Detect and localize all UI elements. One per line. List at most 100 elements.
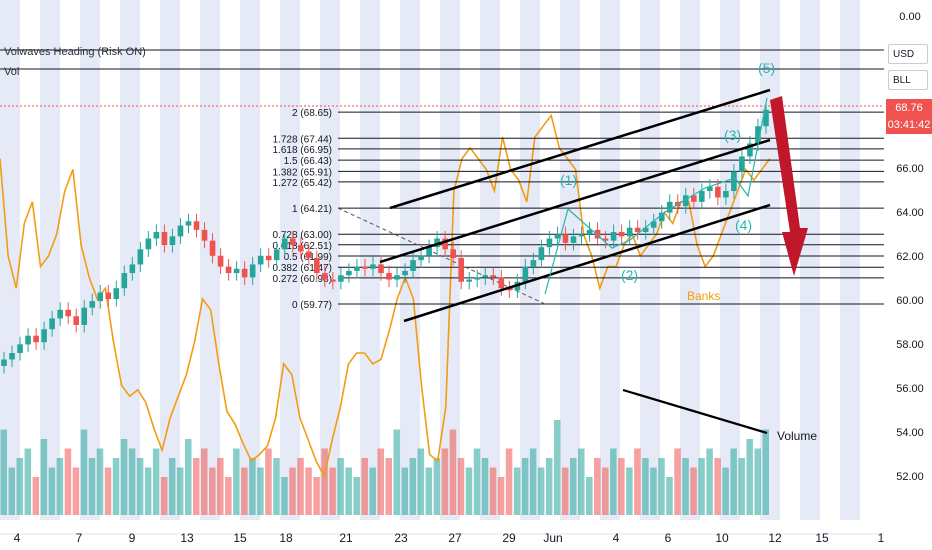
volume-bar bbox=[353, 477, 360, 515]
time-axis-tick: 10 bbox=[715, 531, 729, 545]
time-axis-tick: 4 bbox=[14, 531, 21, 545]
session-band bbox=[160, 0, 180, 520]
volume-bar bbox=[72, 467, 80, 515]
time-axis-tick: 15 bbox=[233, 531, 247, 545]
candle-body bbox=[97, 292, 104, 302]
volume-bar bbox=[586, 477, 593, 515]
candle-body bbox=[41, 329, 47, 343]
time-axis-tick: 29 bbox=[502, 531, 516, 545]
wave-label: (1) bbox=[560, 172, 577, 188]
candle-body bbox=[193, 221, 200, 230]
currency-chip[interactable]: USD bbox=[888, 44, 928, 64]
volume-bar bbox=[297, 458, 304, 515]
volume-bar bbox=[0, 429, 8, 515]
candle-body bbox=[338, 275, 344, 282]
indicator-heading-label[interactable]: Volwaves Heading (Risk ON) bbox=[4, 46, 146, 58]
session-band bbox=[480, 0, 500, 520]
volume-bar bbox=[64, 448, 72, 515]
volume-bar bbox=[16, 458, 24, 515]
candle-body bbox=[666, 201, 673, 213]
volume-bar bbox=[642, 458, 649, 515]
volume-bar bbox=[56, 458, 64, 515]
volume-bar bbox=[104, 467, 112, 515]
session-band bbox=[840, 0, 860, 520]
session-band bbox=[320, 0, 340, 520]
candle-body bbox=[9, 353, 15, 360]
volume-bar bbox=[345, 467, 352, 515]
candle-body bbox=[362, 266, 368, 269]
candle-body bbox=[89, 301, 96, 308]
volume-bar bbox=[80, 429, 88, 515]
volume-bar bbox=[449, 429, 457, 515]
volume-bar bbox=[48, 467, 56, 515]
candle-body bbox=[747, 143, 753, 157]
wave-label: (2) bbox=[621, 267, 638, 283]
fib-level-label: 1.382 (65.91) bbox=[273, 167, 333, 178]
candle-body bbox=[209, 240, 216, 256]
volume-bar bbox=[634, 448, 641, 515]
volume-bar bbox=[369, 467, 376, 515]
volume-bar bbox=[754, 448, 761, 515]
volume-bar bbox=[666, 477, 673, 515]
session-band bbox=[80, 0, 100, 520]
volume-indicator-label[interactable]: Vol bbox=[4, 66, 20, 78]
candle-body bbox=[201, 229, 208, 241]
candle-body bbox=[161, 232, 168, 245]
volume-bar bbox=[184, 439, 192, 515]
volume-bar bbox=[329, 467, 336, 515]
volume-bar bbox=[96, 448, 104, 515]
volume-bar bbox=[457, 458, 465, 515]
volume-bar bbox=[674, 448, 681, 515]
candle-body bbox=[281, 238, 288, 250]
volume-bar bbox=[313, 477, 320, 515]
volume-bar bbox=[377, 448, 384, 515]
candle-body bbox=[257, 255, 264, 265]
volume-bar bbox=[361, 458, 368, 515]
volume-bar bbox=[473, 448, 481, 515]
price-axis-tick: 62.00 bbox=[896, 251, 924, 263]
fib-level-label: 1.5 (66.43) bbox=[284, 156, 332, 167]
volume-bar bbox=[626, 467, 633, 515]
candle-body bbox=[314, 257, 320, 274]
candle-body bbox=[153, 232, 160, 239]
candle-body bbox=[354, 266, 360, 271]
fib-level-label: 1.728 (67.44) bbox=[273, 134, 333, 145]
candle-body bbox=[113, 288, 120, 299]
session-band bbox=[720, 0, 740, 520]
volume-bar bbox=[650, 467, 657, 515]
session-band bbox=[640, 0, 660, 520]
time-axis-tick: 18 bbox=[279, 531, 293, 545]
price-axis-tick: 60.00 bbox=[896, 295, 924, 307]
volume-bar bbox=[441, 448, 449, 515]
channel-line bbox=[389, 88, 771, 210]
volume-bar bbox=[658, 458, 665, 515]
volume-bar bbox=[160, 477, 168, 515]
volume-bar bbox=[578, 448, 585, 515]
candle-body bbox=[225, 266, 232, 274]
time-axis-tick: 23 bbox=[394, 531, 408, 545]
volume-bar bbox=[241, 467, 248, 515]
volume-bar bbox=[128, 448, 136, 515]
fib-level-label: 0.728 (63.00) bbox=[273, 230, 333, 241]
candle-body bbox=[442, 238, 448, 250]
volume-bar bbox=[569, 458, 577, 515]
session-band bbox=[600, 0, 620, 520]
session-band bbox=[360, 0, 380, 520]
time-axis-tick: 21 bbox=[339, 531, 353, 545]
candle-body bbox=[650, 221, 657, 228]
volume-bar bbox=[706, 448, 713, 515]
volume-bar bbox=[401, 467, 409, 515]
session-band bbox=[440, 0, 460, 520]
candle-body bbox=[723, 191, 729, 198]
volume-bar bbox=[738, 458, 745, 515]
volume-annotation: Volume bbox=[777, 429, 817, 443]
candle-body bbox=[273, 249, 280, 261]
volume-bar bbox=[24, 448, 32, 515]
volume-bar bbox=[513, 467, 521, 515]
volume-bar bbox=[602, 467, 609, 515]
symbol-chip[interactable]: BLL bbox=[888, 70, 928, 90]
volume-bar bbox=[489, 467, 497, 515]
time-axis-panel bbox=[0, 520, 884, 550]
